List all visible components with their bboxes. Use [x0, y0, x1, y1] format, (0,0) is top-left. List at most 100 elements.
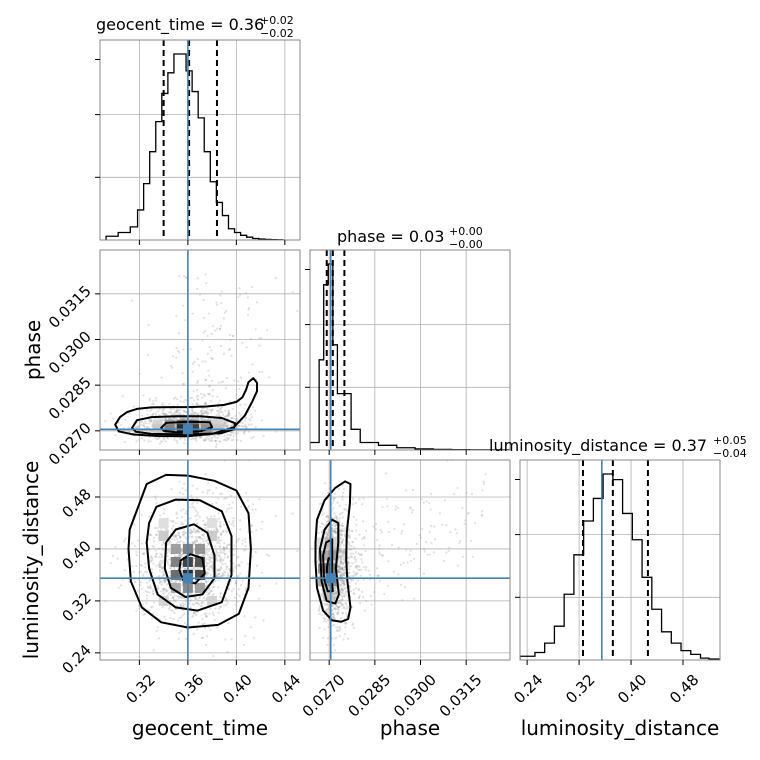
sample-point: [370, 603, 373, 606]
sample-point: [184, 417, 187, 420]
sample-point: [401, 599, 404, 602]
sample-point: [219, 410, 223, 414]
sample-point: [166, 437, 169, 440]
sample-point: [342, 572, 346, 575]
sample-point: [219, 551, 222, 554]
sample-point: [163, 578, 167, 582]
sample-point: [335, 590, 338, 594]
sample-point: [198, 293, 202, 296]
sample-point: [227, 520, 231, 523]
sample-point: [196, 567, 199, 570]
sample-point: [204, 553, 207, 556]
sample-point: [158, 556, 161, 559]
sample-point: [222, 523, 225, 526]
sample-point: [208, 392, 211, 396]
sample-point: [341, 495, 344, 498]
sample-point: [337, 606, 341, 609]
sample-point: [214, 545, 217, 548]
sample-point: [196, 602, 199, 605]
sample-point: [216, 529, 219, 532]
sample-point: [230, 506, 233, 510]
panel-content: [310, 460, 510, 660]
sample-point: [339, 557, 342, 561]
sample-point: [337, 565, 340, 568]
sample-point: [165, 527, 168, 530]
sample-point: [230, 439, 233, 442]
sample-point: [243, 548, 246, 552]
sample-point: [344, 508, 347, 511]
sample-point: [336, 606, 340, 609]
sample-point: [465, 491, 468, 495]
sample-point: [192, 556, 196, 560]
sample-point: [168, 542, 171, 545]
sample-point: [217, 573, 221, 576]
sample-point: [355, 529, 358, 532]
sample-point: [223, 570, 226, 573]
sample-point: [137, 539, 140, 542]
sample-point: [340, 556, 344, 559]
sample-point: [324, 531, 327, 534]
sample-point: [202, 523, 206, 526]
sample-point: [152, 540, 156, 543]
sample-point: [218, 545, 221, 548]
sample-point: [334, 597, 337, 600]
sample-point: [210, 411, 213, 414]
sample-point: [333, 617, 336, 620]
sample-point: [322, 616, 325, 620]
sample-point: [131, 429, 134, 432]
sample-point: [208, 439, 211, 442]
sample-point: [428, 553, 431, 556]
sample-point: [391, 543, 394, 547]
truth-marker: [182, 573, 193, 584]
sample-point: [133, 426, 137, 429]
sample-point: [336, 565, 339, 568]
sample-point: [159, 559, 163, 562]
sample-point: [215, 553, 218, 557]
sample-point: [185, 537, 188, 541]
sample-point: [342, 580, 345, 583]
sample-point: [217, 611, 220, 614]
sample-point: [214, 439, 217, 442]
sample-point: [196, 403, 199, 406]
sample-point: [318, 574, 321, 577]
sample-point: [147, 323, 150, 327]
sample-point: [189, 517, 192, 520]
sample-point: [194, 535, 198, 539]
sample-point: [206, 491, 209, 495]
sample-point: [375, 567, 379, 570]
sample-point: [204, 439, 207, 442]
sample-point: [157, 587, 160, 590]
sample-point: [204, 522, 207, 525]
sample-point: [205, 612, 208, 615]
sample-point: [327, 587, 331, 590]
sample-point: [194, 541, 197, 545]
sample-point: [180, 597, 184, 600]
sample-point: [155, 564, 158, 567]
sample-point: [358, 497, 361, 500]
sample-point: [339, 579, 342, 582]
sample-point: [209, 607, 212, 610]
sample-point: [325, 548, 329, 551]
sample-point: [196, 417, 199, 420]
sample-point: [172, 534, 175, 537]
sample-point: [335, 592, 338, 595]
sample-point: [147, 548, 151, 551]
sample-point: [182, 533, 185, 536]
sample-point: [367, 569, 370, 572]
sample-point: [238, 411, 241, 415]
sample-point: [333, 637, 336, 640]
sample-point: [342, 573, 345, 576]
x-axis-label-phase: phase: [380, 716, 440, 740]
sample-point: [344, 529, 347, 533]
sample-point: [355, 518, 358, 522]
sample-point: [369, 594, 373, 598]
sample-point: [202, 316, 206, 319]
sample-point: [334, 531, 338, 534]
sample-point: [182, 382, 185, 386]
sample-point: [211, 389, 214, 392]
sample-point: [224, 415, 227, 418]
sample-point: [226, 556, 229, 559]
sample-point: [173, 600, 176, 603]
sample-point: [352, 515, 355, 519]
sample-point: [320, 530, 324, 534]
